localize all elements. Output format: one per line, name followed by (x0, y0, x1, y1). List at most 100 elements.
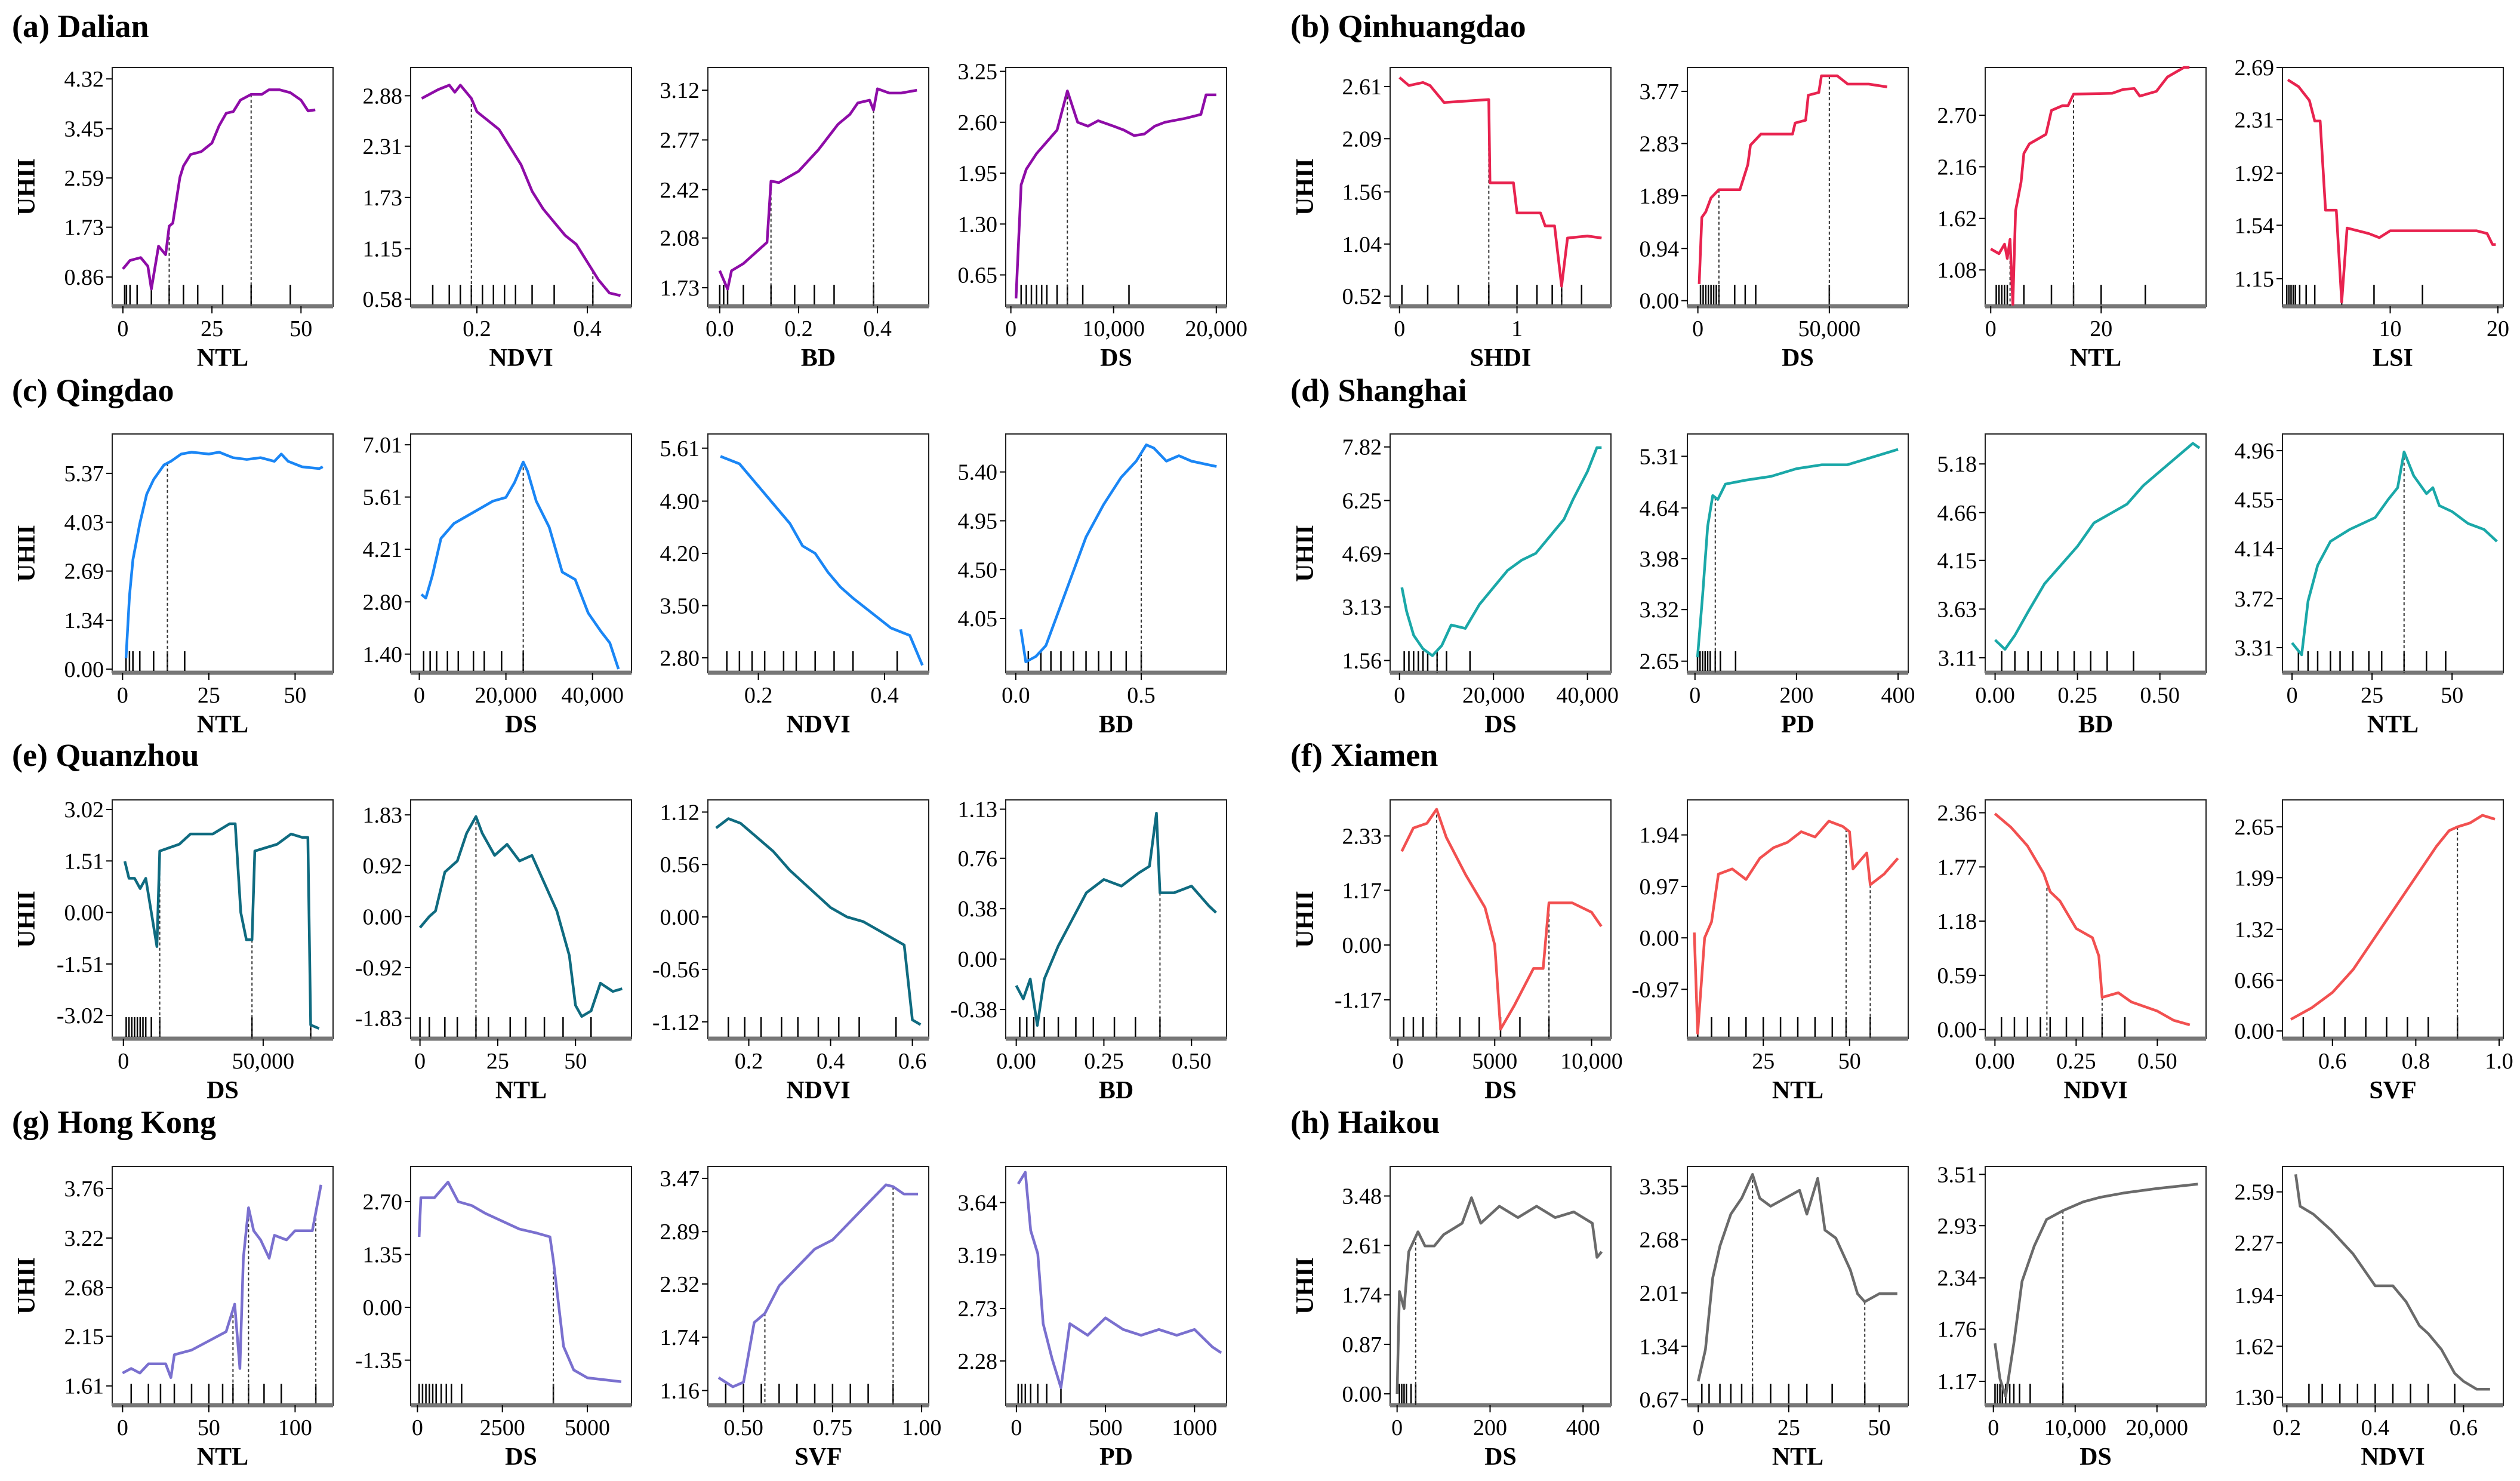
plot-frame (1390, 799, 1612, 1039)
pdp-curve (1697, 1173, 1897, 1382)
y-axis-label: UHII (13, 1257, 41, 1314)
y-tick-label: 2.60 (958, 110, 998, 136)
group-title: (c) Qingdao (12, 372, 174, 408)
panel-group: (f) Xiamen 0 5000 10,000 -1.17 0.00 1.17 2.33 DS… (1290, 737, 2513, 1104)
y-tick-label: 2.34 (1937, 1266, 1977, 1291)
y-tick-label: -0.92 (355, 956, 402, 981)
x-tick-label: 0.75 (813, 1415, 853, 1440)
group-title: (b) Qinhuangdao (1290, 8, 1526, 44)
x-tick-label: 20,000 (2126, 1415, 2189, 1440)
x-tick-label: 400 (1881, 683, 1915, 708)
x-tick-label: 0 (1005, 316, 1016, 341)
x-axis-label: NTL (1772, 1443, 1823, 1471)
y-tick-label: 0.00 (64, 657, 104, 682)
x-tick-label: 1 (1511, 316, 1523, 341)
subplot: 0.00 0.25 0.50 -0.38 0.00 0.38 0.76 1.13 BD (950, 798, 1227, 1104)
y-tick-label: 4.64 (1640, 496, 1680, 521)
pdp-curve (715, 817, 922, 1026)
y-tick-label: 2.61 (1342, 1233, 1382, 1258)
x-axis-label: NTL (495, 1077, 547, 1104)
x-tick-label: 50 (1868, 1415, 1890, 1440)
y-tick-label: -0.38 (950, 997, 997, 1023)
plot-frame (410, 799, 632, 1039)
subplot: 0 1 0.52 1.04 1.56 2.09 2.61 SHDI UHII (1292, 67, 1612, 372)
y-tick-label: 2.68 (1640, 1228, 1680, 1253)
y-tick-label: 2.28 (958, 1349, 998, 1374)
pdp-curve (1400, 446, 1602, 657)
y-tick-label: 7.82 (1342, 435, 1382, 460)
plot-frame (1687, 67, 1909, 307)
panel-group: (a) Dalian 0 25 50 0.86 1.73 2.59 3.45 4.32 NTL UH… (12, 8, 1247, 372)
x-tick-label: 10,000 (1560, 1049, 1623, 1074)
x-tick-label: 200 (1473, 1415, 1507, 1440)
x-tick-label: 5000 (565, 1415, 610, 1440)
y-tick-label: 2.69 (64, 559, 104, 584)
y-tick-label: 0.56 (660, 852, 700, 877)
y-tick-label: 4.66 (1937, 501, 1977, 526)
pdp-curve (2287, 78, 2496, 304)
x-axis-label: DS (1100, 344, 1132, 372)
x-tick-label: 400 (1566, 1415, 1600, 1440)
pdp-curve (1019, 443, 1217, 664)
subplot: 0 25 50 3.31 3.72 4.14 4.55 4.96 NTL (2235, 433, 2504, 738)
pdp-curve (1994, 1183, 2198, 1398)
x-tick-label: 1000 (1172, 1415, 1217, 1440)
x-tick-label: 20,000 (1185, 316, 1248, 341)
group-title: (a) Dalian (12, 8, 149, 44)
x-tick-label: 0 (412, 1415, 423, 1440)
x-tick-label: 0 (117, 316, 128, 341)
subplot: 0.00 0.25 0.50 0.00 0.59 1.18 1.77 2.36 NDVI (1937, 799, 2207, 1104)
subplot: 0 50 100 1.61 2.15 2.68 3.22 3.76 NTL UHII (13, 1166, 334, 1471)
subplot: 0 25 50 0.86 1.73 2.59 3.45 4.32 NTL UHII (13, 67, 334, 372)
y-tick-label: 1.34 (1640, 1334, 1680, 1359)
y-tick-label: 4.90 (660, 489, 700, 515)
y-tick-label: 2.89 (660, 1220, 700, 1245)
y-tick-label: 4.20 (660, 541, 700, 566)
x-tick-label: 0.2 (735, 1049, 763, 1074)
x-tick-label: 0.6 (2450, 1415, 2478, 1440)
x-tick-label: 0.8 (2402, 1049, 2430, 1074)
plot-frame (707, 799, 929, 1039)
y-tick-label: 0.00 (1342, 933, 1382, 958)
x-tick-label: 0.4 (863, 316, 892, 341)
group-title: (g) Hong Kong (12, 1104, 216, 1140)
y-tick-label: 1.83 (363, 803, 403, 828)
y-tick-label: 2.42 (660, 178, 700, 203)
panel-group: (g) Hong Kong 0 50 100 1.61 2.15 2.68 3.22 3.76 N… (12, 1104, 1227, 1471)
y-tick-label: 1.30 (958, 212, 998, 237)
y-tick-label: 2.80 (363, 590, 403, 615)
x-axis-label: SVF (794, 1443, 842, 1471)
pdp-curve (1696, 448, 1899, 658)
x-axis-label: NTL (1772, 1077, 1823, 1104)
x-tick-label: 0.0 (706, 316, 734, 341)
pdp-curve (1395, 1196, 1603, 1394)
plot-frame (112, 67, 334, 307)
y-tick-label: 3.35 (1640, 1174, 1680, 1199)
y-tick-label: 4.14 (2235, 537, 2275, 562)
x-tick-label: 25 (486, 1049, 509, 1074)
x-tick-label: 0.25 (2056, 1049, 2096, 1074)
x-tick-label: 0 (1693, 1415, 1704, 1440)
x-tick-label: 50 (1838, 1049, 1861, 1074)
y-tick-label: 1.74 (1342, 1283, 1382, 1308)
y-tick-label: 3.13 (1342, 595, 1382, 620)
y-tick-label: 0.00 (363, 1295, 403, 1320)
x-tick-label: 0.00 (996, 1049, 1036, 1074)
y-tick-label: 2.73 (958, 1297, 998, 1322)
plot-frame (112, 799, 334, 1039)
subplot: 0 25 50 0.00 1.34 2.69 4.03 5.37 NTL UHII (13, 433, 334, 738)
y-tick-label: 0.67 (1640, 1388, 1680, 1413)
x-tick-label: 1.00 (902, 1415, 942, 1440)
y-tick-label: 2.61 (1342, 75, 1382, 100)
y-tick-label: 1.16 (660, 1378, 700, 1403)
x-axis-label: DS (207, 1077, 239, 1104)
y-tick-label: 1.94 (1640, 823, 1680, 848)
y-tick-label: 5.40 (958, 460, 998, 485)
y-tick-label: 5.31 (1640, 444, 1680, 469)
x-axis-label: DS (2080, 1443, 2112, 1471)
y-tick-label: 1.17 (1342, 878, 1382, 903)
pdp-curve (1994, 812, 2191, 1027)
y-tick-label: 1.73 (64, 215, 104, 241)
y-tick-label: 1.56 (1342, 180, 1382, 205)
x-tick-label: 50,000 (232, 1049, 295, 1074)
